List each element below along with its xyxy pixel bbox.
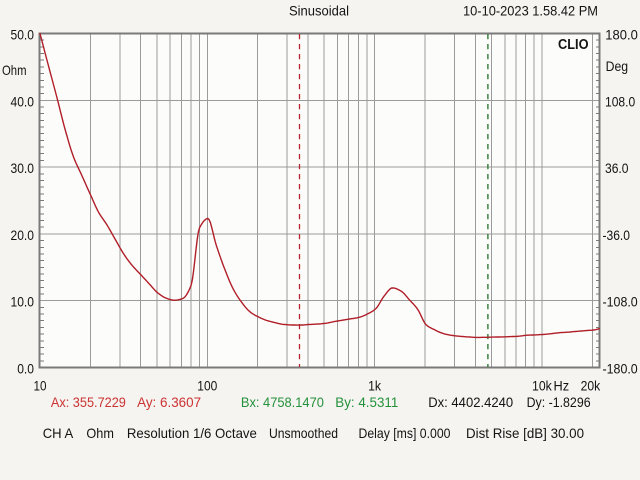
svg-text:-36.0: -36.0 xyxy=(603,227,631,243)
svg-text:-180.0: -180.0 xyxy=(603,361,638,377)
svg-text:100: 100 xyxy=(197,378,217,394)
svg-text:Ohm: Ohm xyxy=(86,425,114,441)
svg-text:Sinusoidal: Sinusoidal xyxy=(289,2,349,18)
svg-text:Ohm: Ohm xyxy=(2,62,27,78)
svg-text:Bx: 4758.1470: Bx: 4758.1470 xyxy=(241,394,324,410)
svg-text:By: 4.5311: By: 4.5311 xyxy=(335,394,398,410)
svg-text:Deg: Deg xyxy=(606,58,629,74)
svg-text:1k: 1k xyxy=(368,378,382,394)
svg-text:Dist Rise [dB] 30.00: Dist Rise [dB] 30.00 xyxy=(466,425,584,441)
svg-text:20.0: 20.0 xyxy=(11,227,35,243)
svg-text:20k: 20k xyxy=(581,378,601,394)
svg-text:0.0: 0.0 xyxy=(17,361,34,377)
svg-text:10k: 10k xyxy=(532,378,553,394)
svg-text:36.0: 36.0 xyxy=(605,160,629,176)
svg-text:40.0: 40.0 xyxy=(11,93,35,109)
svg-text:108.0: 108.0 xyxy=(605,93,635,109)
svg-text:Ax: 355.7229: Ax: 355.7229 xyxy=(51,394,126,410)
svg-text:Hz: Hz xyxy=(554,378,570,394)
svg-text:CLIO: CLIO xyxy=(558,37,589,53)
svg-text:10.0: 10.0 xyxy=(11,294,35,310)
svg-text:Delay [ms] 0.000: Delay [ms] 0.000 xyxy=(359,425,451,441)
svg-text:-108.0: -108.0 xyxy=(603,294,638,310)
svg-text:30.0: 30.0 xyxy=(11,160,35,176)
svg-text:180.0: 180.0 xyxy=(605,27,638,43)
svg-text:10-10-2023 1.58.42 PM: 10-10-2023 1.58.42 PM xyxy=(463,2,598,18)
svg-text:50.0: 50.0 xyxy=(11,27,35,43)
svg-text:Dx: 4402.4240: Dx: 4402.4240 xyxy=(428,394,513,410)
svg-text:Resolution 1/6 Octave: Resolution 1/6 Octave xyxy=(127,425,257,441)
svg-text:Dy: -1.8296: Dy: -1.8296 xyxy=(527,394,591,410)
svg-text:CH A: CH A xyxy=(43,425,74,441)
svg-text:Unsmoothed: Unsmoothed xyxy=(269,425,338,441)
svg-text:10: 10 xyxy=(34,378,47,394)
svg-text:Ay: 6.3607: Ay: 6.3607 xyxy=(137,394,201,410)
